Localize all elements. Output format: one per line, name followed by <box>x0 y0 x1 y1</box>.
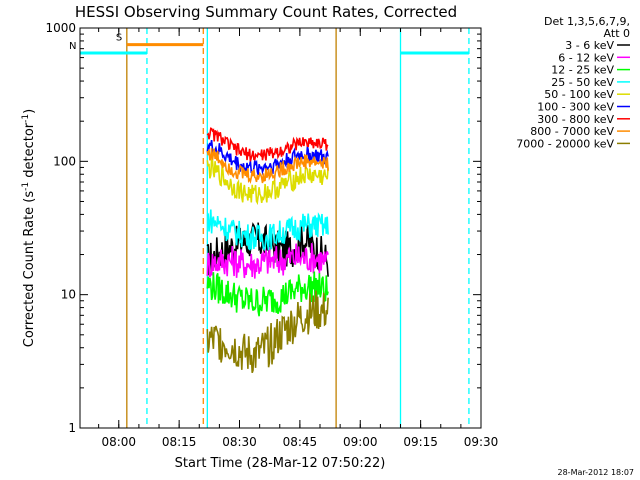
legend-header-line1: Det 1,3,5,6,7,9, <box>544 15 630 28</box>
y-axis-label-mid: detector <box>22 122 37 182</box>
series-line-7 <box>206 127 329 162</box>
x-tick-label-2: 08:15 <box>162 435 197 449</box>
flag-label-n: N <box>69 41 76 52</box>
y-tick-label-3: 100 <box>53 154 76 168</box>
series-line-6 <box>206 139 329 176</box>
plot-frame <box>79 27 482 429</box>
chart-title: HESSI Observing Summary Count Rates, Cor… <box>75 3 457 21</box>
y-axis-label: Corrected Count Rate (s-1 detector-1) <box>21 109 37 347</box>
legend-label-2: 6 - 12 keV <box>558 51 614 64</box>
series-line-4 <box>206 209 329 252</box>
legend-label-8: 800 - 7000 keV <box>530 125 614 138</box>
axis-ticks: 08:00 08:15 08:30 08:45 09:00 09:15 09:30 1 10 10… <box>45 21 498 449</box>
legend-label-1: 3 - 6 keV <box>565 39 614 52</box>
series-line-5 <box>206 157 329 206</box>
y-axis-label-end: ) <box>22 109 37 114</box>
x-tick-label-7: 09:30 <box>464 435 499 449</box>
y-axis-label-sup2: -1 <box>21 114 31 123</box>
y-tick-label-2: 10 <box>61 288 76 302</box>
x-tick-label-1: 08:00 <box>101 435 136 449</box>
plot-area: SN <box>69 28 470 428</box>
series-line-3 <box>206 271 329 317</box>
plot-timestamp: 28-Mar-2012 18:07 <box>558 468 635 477</box>
y-axis-label-sup1: -1 <box>21 182 31 191</box>
x-tick-label-5: 09:00 <box>343 435 378 449</box>
series-line-2 <box>206 243 329 279</box>
y-tick-label-1: 1 <box>68 421 76 435</box>
x-tick-label-6: 09:15 <box>403 435 438 449</box>
y-tick-label-4: 1000 <box>45 21 76 35</box>
flag-label-s: S <box>116 33 122 44</box>
legend-label-9: 7000 - 20000 keV <box>516 137 614 150</box>
legend-label-6: 100 - 300 keV <box>537 101 614 114</box>
legend-label-3: 12 - 25 keV <box>551 64 614 77</box>
x-tick-label-3: 08:30 <box>222 435 257 449</box>
legend-header-line2: Att 0 <box>604 27 630 40</box>
y-axis-label-main: Corrected Count Rate (s <box>22 191 37 348</box>
legend-label-4: 25 - 50 keV <box>551 76 614 89</box>
legend-label-5: 50 - 100 keV <box>544 88 614 101</box>
x-tick-label-4: 08:45 <box>283 435 318 449</box>
series-line-9 <box>206 290 329 374</box>
series-line-8 <box>206 148 329 185</box>
legend-label-7: 300 - 800 keV <box>537 113 614 126</box>
x-axis-label: Start Time (28-Mar-12 07:50:22) <box>175 456 386 471</box>
